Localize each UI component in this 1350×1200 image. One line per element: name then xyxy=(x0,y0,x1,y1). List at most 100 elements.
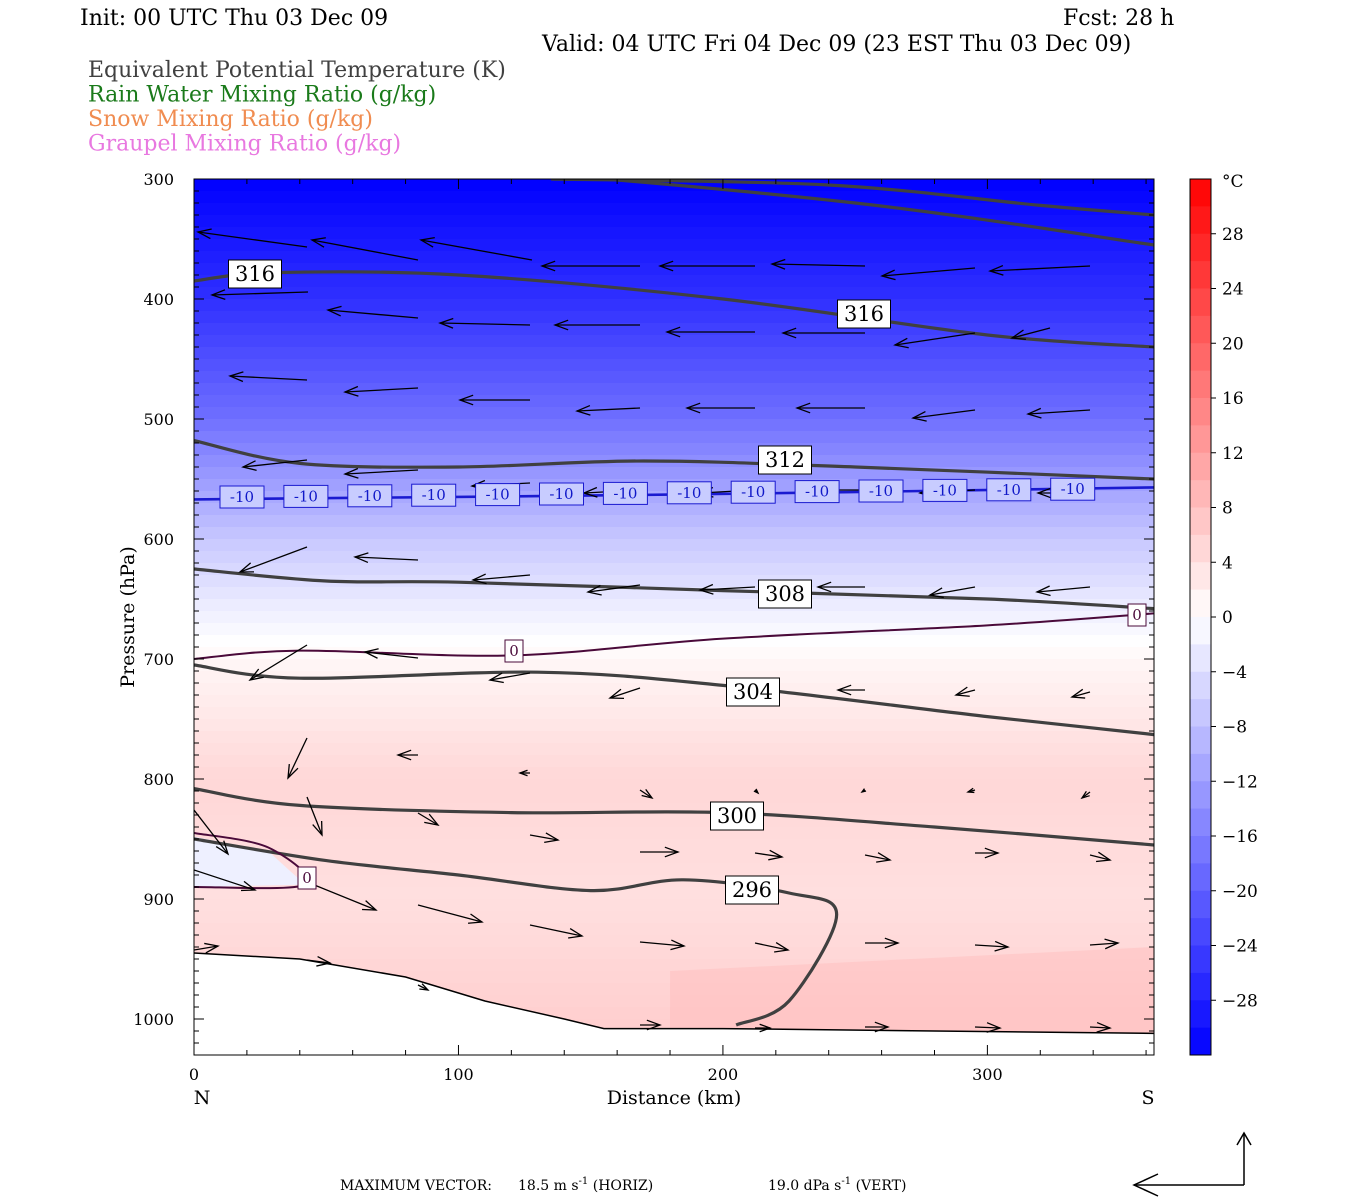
wind-arrow xyxy=(306,881,378,911)
wind-arrow xyxy=(241,459,308,471)
svg-text:-10: -10 xyxy=(230,488,254,506)
theta-e-contour xyxy=(194,787,1154,847)
isotherm-label: -10 xyxy=(666,481,712,505)
colorbar-tick-label: −4 xyxy=(1222,663,1247,683)
valid-time-label: Valid: 04 UTC Fri 04 Dec 09 (23 EST Thu … xyxy=(541,32,1131,57)
temperature-band xyxy=(194,371,1154,384)
theta-e-contour xyxy=(194,439,1154,481)
isotherm-label: -10 xyxy=(347,484,393,508)
temperature-band xyxy=(194,731,1154,744)
isotherm-label: -10 xyxy=(730,480,776,504)
x-tick-label: 300 xyxy=(972,1065,1003,1084)
colorbar-segment xyxy=(1190,562,1211,591)
wind-arrow xyxy=(194,809,230,856)
colorbar-tick-label: −20 xyxy=(1222,882,1258,902)
colorbar-segment xyxy=(1190,315,1211,344)
svg-text:316: 316 xyxy=(235,262,275,286)
terrain-line xyxy=(194,952,1154,1035)
temperature-band xyxy=(194,599,1154,612)
wind-arrow xyxy=(954,686,976,697)
x-tick-label: 0 xyxy=(189,1065,199,1084)
y-axis: 300 400 500 600 700 800 900 1000 xyxy=(133,170,1154,1044)
temperature-band xyxy=(194,863,1154,876)
wind-arrow xyxy=(488,672,531,684)
colorbar-segment xyxy=(1190,726,1211,755)
colorbar-segment xyxy=(1190,425,1211,454)
max-vector-label: MAXIMUM VECTOR: xyxy=(340,1178,492,1194)
wind-arrow xyxy=(458,394,530,406)
isotherm-label: -10 xyxy=(219,485,265,509)
colorbar-tick-label: −16 xyxy=(1222,827,1258,847)
wind-arrow xyxy=(608,687,641,700)
wind-arrow xyxy=(306,796,323,837)
isotherm-label: -10 xyxy=(794,480,840,504)
wind-arrow xyxy=(755,1023,772,1033)
theta-e-contour xyxy=(194,837,839,1027)
colorbar-tick-label: 12 xyxy=(1222,444,1244,464)
temperature-band xyxy=(194,971,1154,984)
isotherm-zero-label: 0 xyxy=(1127,603,1147,627)
temperature-band xyxy=(194,275,1154,288)
temperature-band xyxy=(194,683,1154,696)
colorbar-tick-label: −8 xyxy=(1222,718,1247,738)
y-tick-label: 800 xyxy=(143,770,174,789)
colorbar-tick-label: 20 xyxy=(1222,334,1244,354)
wind-arrow xyxy=(1089,851,1112,863)
colorbar-segment xyxy=(1190,671,1211,700)
wind-arrow xyxy=(417,812,440,826)
colorbar-unit: °C xyxy=(1222,172,1244,192)
colorbar-tick-label: 0 xyxy=(1222,608,1233,628)
theta-e-contour xyxy=(194,663,1154,737)
colorbar-segment xyxy=(1190,288,1211,317)
reference-vector-icon xyxy=(1132,1131,1252,1197)
isotherm-label: -10 xyxy=(602,481,648,505)
wind-arrow xyxy=(196,228,308,248)
wind-arrow xyxy=(770,258,866,270)
temperature-band xyxy=(194,887,1154,900)
temperature-band xyxy=(194,527,1154,540)
wind-arrow xyxy=(698,583,756,595)
temperature-band xyxy=(194,707,1154,720)
wind-arrow xyxy=(860,788,867,794)
temperature-band xyxy=(194,251,1154,264)
wind-arrow xyxy=(781,327,865,339)
temperature-band xyxy=(194,923,1154,936)
temperature-band xyxy=(194,791,1154,804)
cold-pocket xyxy=(194,836,306,887)
wind-arrow xyxy=(1089,1021,1112,1033)
theta-e-contour xyxy=(586,179,1154,247)
temperature-band xyxy=(194,299,1154,312)
svg-text:308: 308 xyxy=(765,582,805,606)
wind-arrow xyxy=(343,467,419,479)
colorbar-segment xyxy=(1190,945,1211,974)
temperature-band xyxy=(194,815,1154,828)
colorbar-segment xyxy=(1190,617,1211,645)
temperature-band xyxy=(194,743,1154,756)
contour-labels: 316 316 312 308 304 300 296 -10 -10 -10 -10 -10 -10 -… xyxy=(219,259,1147,905)
wind-arrow xyxy=(518,769,530,777)
wind-arrow xyxy=(326,305,419,319)
temperature-band xyxy=(194,563,1154,576)
theta-e-label: 300 xyxy=(710,801,764,831)
wind-arrow xyxy=(1070,688,1091,699)
svg-text:-10: -10 xyxy=(613,484,637,502)
wind-arrow xyxy=(864,852,892,863)
wind-arrow xyxy=(228,371,308,383)
legend-entry: Rain Water Mixing Ratio (g/kg) xyxy=(88,83,436,108)
temperature-band xyxy=(194,383,1154,396)
svg-text:312: 312 xyxy=(765,448,805,472)
theta-e-label: 316 xyxy=(228,259,282,289)
init-time-label: Init: 00 UTC Thu 03 Dec 09 xyxy=(80,6,388,31)
wind-arrow xyxy=(966,787,976,794)
svg-text:300: 300 xyxy=(717,804,757,828)
temperature-band xyxy=(194,827,1154,840)
temperature-band xyxy=(194,647,1154,660)
isotherm-label: -10 xyxy=(411,483,457,507)
colorbar-segment xyxy=(1190,918,1211,946)
colorbar-segment xyxy=(1190,507,1211,536)
theta-e-label: 308 xyxy=(758,579,812,609)
wind-arrow xyxy=(586,584,641,596)
svg-text:-10: -10 xyxy=(805,483,829,501)
colorbar-segment xyxy=(1190,534,1211,563)
wind-arrow xyxy=(988,264,1091,276)
